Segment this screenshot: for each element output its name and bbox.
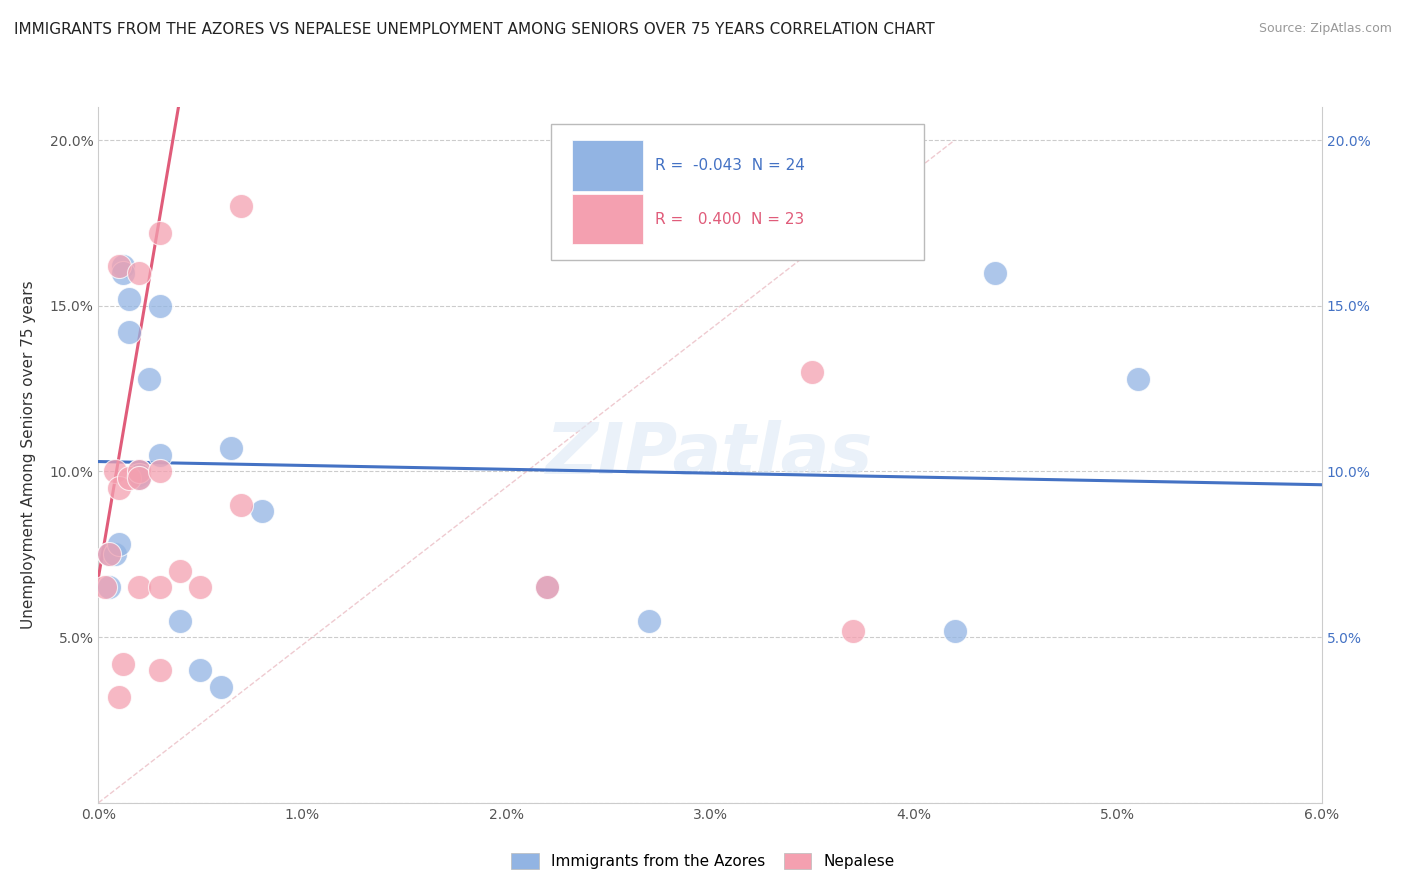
- Point: [128, 465, 150, 479]
- Point: [149, 226, 172, 240]
- Point: [108, 481, 131, 495]
- Point: [149, 465, 172, 479]
- Point: [97, 547, 120, 561]
- Text: ZIPatlas: ZIPatlas: [547, 420, 873, 490]
- Text: Source: ZipAtlas.com: Source: ZipAtlas.com: [1258, 22, 1392, 36]
- Point: [111, 266, 134, 280]
- Point: [149, 448, 172, 462]
- Point: [97, 547, 120, 561]
- Point: [536, 581, 558, 595]
- Point: [149, 299, 172, 313]
- Legend: Immigrants from the Azores, Nepalese: Immigrants from the Azores, Nepalese: [505, 847, 901, 875]
- Point: [250, 504, 273, 518]
- Text: IMMIGRANTS FROM THE AZORES VS NEPALESE UNEMPLOYMENT AMONG SENIORS OVER 75 YEARS : IMMIGRANTS FROM THE AZORES VS NEPALESE U…: [14, 22, 935, 37]
- Point: [118, 326, 141, 340]
- Point: [1128, 372, 1150, 386]
- Point: [169, 614, 191, 628]
- Point: [128, 471, 150, 485]
- Point: [128, 467, 150, 482]
- Point: [231, 199, 253, 213]
- Point: [128, 465, 150, 479]
- Point: [108, 259, 131, 273]
- Text: R =  -0.043  N = 24: R = -0.043 N = 24: [655, 158, 804, 173]
- Point: [209, 680, 232, 694]
- Point: [111, 657, 134, 671]
- Point: [108, 690, 131, 704]
- FancyBboxPatch shape: [572, 140, 643, 191]
- Point: [93, 581, 115, 595]
- Point: [118, 292, 141, 306]
- Point: [231, 498, 253, 512]
- Point: [97, 581, 120, 595]
- Point: [138, 372, 160, 386]
- Text: R =   0.400  N = 23: R = 0.400 N = 23: [655, 212, 804, 227]
- Point: [219, 442, 242, 456]
- Point: [943, 624, 966, 638]
- Point: [104, 465, 127, 479]
- Point: [128, 266, 150, 280]
- Point: [169, 564, 191, 578]
- Y-axis label: Unemployment Among Seniors over 75 years: Unemployment Among Seniors over 75 years: [21, 281, 35, 629]
- Point: [104, 547, 127, 561]
- Point: [841, 624, 863, 638]
- Point: [801, 365, 824, 379]
- Point: [188, 663, 212, 677]
- Point: [118, 471, 141, 485]
- Point: [128, 471, 150, 485]
- Point: [188, 581, 212, 595]
- FancyBboxPatch shape: [551, 124, 924, 260]
- Point: [536, 581, 558, 595]
- Point: [637, 614, 661, 628]
- Point: [149, 581, 172, 595]
- FancyBboxPatch shape: [572, 194, 643, 244]
- Point: [128, 581, 150, 595]
- Point: [111, 259, 134, 273]
- Point: [984, 266, 1007, 280]
- Point: [149, 663, 172, 677]
- Point: [108, 537, 131, 551]
